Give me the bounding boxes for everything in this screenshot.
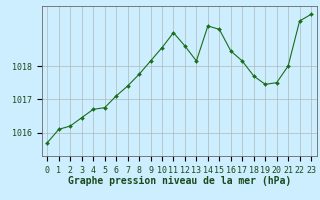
X-axis label: Graphe pression niveau de la mer (hPa): Graphe pression niveau de la mer (hPa): [68, 176, 291, 186]
